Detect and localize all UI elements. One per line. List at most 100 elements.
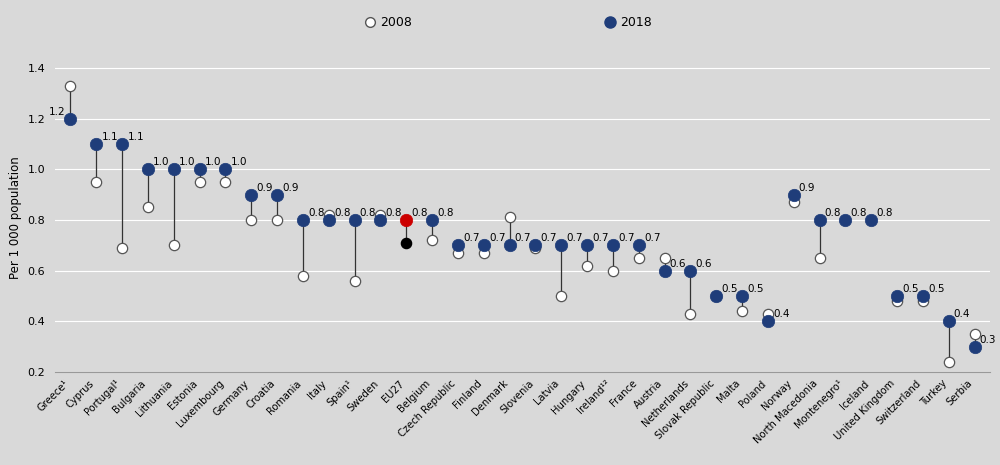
Text: 0.6: 0.6 bbox=[670, 259, 686, 269]
Point bbox=[605, 267, 621, 274]
Point bbox=[786, 199, 802, 206]
Point bbox=[863, 216, 879, 224]
Y-axis label: Per 1 000 population: Per 1 000 population bbox=[9, 156, 22, 279]
Text: 1.0: 1.0 bbox=[179, 157, 195, 167]
Point bbox=[502, 241, 518, 249]
Text: 0.6: 0.6 bbox=[696, 259, 712, 269]
Text: 0.8: 0.8 bbox=[411, 208, 428, 218]
Point bbox=[243, 191, 259, 198]
Text: 1.0: 1.0 bbox=[231, 157, 247, 167]
Point bbox=[553, 292, 569, 299]
Point bbox=[527, 241, 543, 249]
Text: 0.8: 0.8 bbox=[360, 208, 376, 218]
Point bbox=[398, 216, 414, 224]
Text: 1.0: 1.0 bbox=[205, 157, 221, 167]
Point bbox=[217, 166, 233, 173]
Text: 0.8: 0.8 bbox=[437, 208, 454, 218]
Text: 0.4: 0.4 bbox=[773, 309, 790, 319]
Point bbox=[708, 292, 724, 299]
Text: 0.7: 0.7 bbox=[644, 233, 660, 243]
Point bbox=[941, 358, 957, 365]
Point bbox=[166, 241, 182, 249]
Text: 0.5: 0.5 bbox=[721, 284, 738, 294]
Point bbox=[424, 216, 440, 224]
Point bbox=[915, 297, 931, 305]
Point bbox=[579, 241, 595, 249]
Point bbox=[424, 237, 440, 244]
Point bbox=[889, 292, 905, 299]
Point bbox=[631, 241, 647, 249]
Point bbox=[243, 216, 259, 224]
Text: 2008: 2008 bbox=[380, 16, 412, 28]
Text: 0.7: 0.7 bbox=[592, 233, 609, 243]
Point bbox=[450, 249, 466, 257]
Point bbox=[88, 140, 104, 147]
Point bbox=[269, 191, 285, 198]
Point bbox=[295, 272, 311, 279]
Point bbox=[347, 216, 363, 224]
Point bbox=[631, 254, 647, 262]
Point bbox=[682, 267, 698, 274]
Text: 0.4: 0.4 bbox=[954, 309, 970, 319]
Text: 0.3: 0.3 bbox=[980, 335, 996, 345]
Text: 1.0: 1.0 bbox=[153, 157, 170, 167]
Text: 1.2: 1.2 bbox=[49, 106, 65, 117]
Point bbox=[527, 244, 543, 252]
Text: 0.7: 0.7 bbox=[515, 233, 531, 243]
Point bbox=[140, 204, 156, 211]
Point bbox=[812, 254, 828, 262]
Point bbox=[398, 239, 414, 246]
Point bbox=[760, 310, 776, 318]
Point bbox=[295, 216, 311, 224]
Text: 0.8: 0.8 bbox=[334, 208, 350, 218]
Text: 0.8: 0.8 bbox=[386, 208, 402, 218]
Point bbox=[476, 241, 492, 249]
Point bbox=[321, 216, 337, 224]
Point bbox=[786, 191, 802, 198]
Point bbox=[760, 318, 776, 325]
Point bbox=[114, 140, 130, 147]
Text: 0.7: 0.7 bbox=[541, 233, 557, 243]
Point bbox=[62, 115, 78, 122]
Point bbox=[682, 310, 698, 318]
Text: 1.1: 1.1 bbox=[101, 132, 118, 142]
Point bbox=[217, 178, 233, 186]
Point bbox=[62, 82, 78, 89]
Point bbox=[372, 216, 388, 224]
Text: 0.5: 0.5 bbox=[902, 284, 919, 294]
Text: 0.8: 0.8 bbox=[851, 208, 867, 218]
Point bbox=[88, 178, 104, 186]
Text: 1.1: 1.1 bbox=[127, 132, 144, 142]
Point bbox=[476, 249, 492, 257]
Point bbox=[553, 241, 569, 249]
Text: 0.7: 0.7 bbox=[566, 233, 583, 243]
Text: 0.8: 0.8 bbox=[876, 208, 893, 218]
Point bbox=[837, 216, 853, 224]
Point bbox=[657, 267, 673, 274]
Point bbox=[192, 178, 208, 186]
Point bbox=[450, 241, 466, 249]
Point bbox=[967, 330, 983, 338]
Point bbox=[269, 216, 285, 224]
Point bbox=[605, 241, 621, 249]
Text: 0.5: 0.5 bbox=[928, 284, 945, 294]
Point bbox=[941, 318, 957, 325]
Point bbox=[708, 292, 724, 299]
Point bbox=[812, 216, 828, 224]
Text: 0.9: 0.9 bbox=[282, 183, 299, 193]
Point bbox=[915, 292, 931, 299]
Point bbox=[579, 262, 595, 269]
Point bbox=[347, 277, 363, 285]
Point bbox=[140, 166, 156, 173]
Point bbox=[734, 292, 750, 299]
Point bbox=[657, 254, 673, 262]
Point bbox=[889, 297, 905, 305]
Text: 0.8: 0.8 bbox=[308, 208, 325, 218]
Point bbox=[372, 211, 388, 219]
Point bbox=[192, 166, 208, 173]
Point bbox=[321, 211, 337, 219]
Text: 0.8: 0.8 bbox=[825, 208, 841, 218]
Text: 2018: 2018 bbox=[620, 16, 652, 28]
Text: 0.7: 0.7 bbox=[463, 233, 480, 243]
Text: 0.9: 0.9 bbox=[799, 183, 815, 193]
